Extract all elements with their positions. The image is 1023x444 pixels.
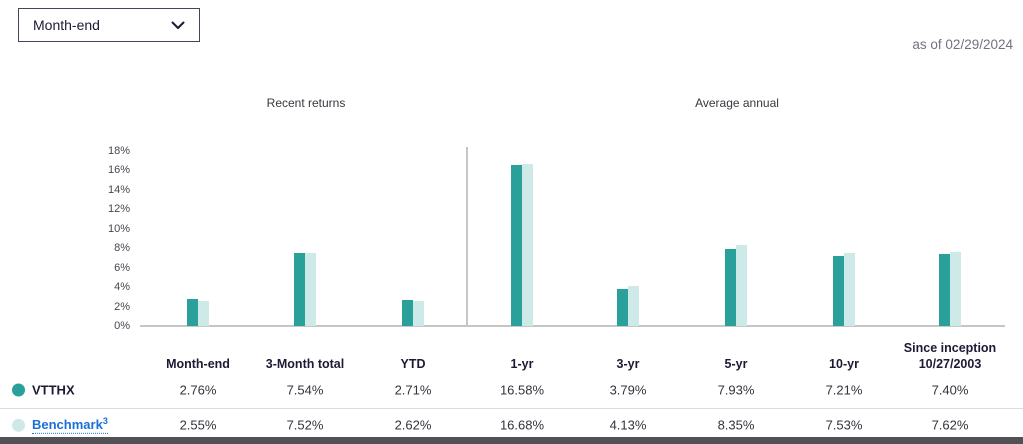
column-header: 10-yr [829, 357, 859, 371]
section-label-recent-returns: Recent returns [266, 96, 346, 110]
column-header: 3-yr [616, 357, 640, 371]
bar-vtthx [402, 299, 413, 326]
vtthx-legend-dot [12, 383, 25, 397]
table-value-cell: 7.52% [286, 417, 324, 433]
table-value-cell: 7.21% [825, 382, 863, 398]
y-axis-tick-label: 18% [107, 145, 130, 158]
column-header: 3-Month total [265, 357, 345, 371]
period-dropdown-value: Month-end [33, 17, 100, 33]
table-value-cell: 2.76% [179, 382, 217, 398]
y-axis-tick-label: 10% [107, 222, 130, 235]
y-axis-tick-label: 2% [114, 300, 130, 313]
table-value-cell: 7.54% [286, 382, 324, 398]
column-header: Since inception 10/27/2003 [903, 341, 997, 371]
x-axis-line [140, 325, 1005, 327]
fund-ticker-label: VTTHX [32, 382, 75, 398]
y-axis-tick-label: 16% [107, 164, 130, 177]
bar-vtthx [939, 254, 950, 326]
benchmark-link[interactable]: Benchmark3 [32, 415, 108, 435]
bar-benchmark [522, 163, 533, 326]
column-header: 5-yr [724, 357, 748, 371]
y-axis-tick-label: 12% [107, 203, 130, 216]
column-header: YTD [400, 357, 426, 371]
bar-vtthx [511, 164, 522, 326]
bar-benchmark [305, 252, 316, 326]
legend-row-benchmark: Benchmark3 [12, 415, 108, 435]
y-axis-tick-label: 6% [114, 261, 130, 274]
table-value-cell: 3.79% [609, 382, 647, 398]
bar-benchmark [198, 301, 209, 326]
bar-benchmark [413, 300, 424, 326]
bar-vtthx [294, 252, 305, 326]
table-value-cell: 8.35% [717, 417, 755, 433]
table-value-cell: 2.55% [179, 417, 217, 433]
bar-benchmark [736, 244, 747, 326]
bottom-divider-bar [0, 437, 1023, 444]
table-value-cell: 16.68% [499, 417, 545, 433]
section-label-average-annual: Average annual [695, 96, 779, 110]
table-value-cell: 2.62% [394, 417, 432, 433]
table-value-cell: 7.62% [931, 417, 969, 433]
as-of-date: as of 02/29/2024 [912, 37, 1013, 52]
y-axis-tick-label: 0% [114, 320, 130, 332]
column-header: Month-end [166, 357, 230, 371]
table-value-cell: 7.53% [825, 417, 863, 433]
bar-vtthx [617, 289, 628, 326]
benchmark-legend-dot [12, 418, 25, 432]
bar-benchmark [950, 251, 961, 326]
table-value-cell: 4.13% [609, 417, 647, 433]
y-axis-tick-label: 8% [114, 242, 130, 255]
y-axis-tick-label: 4% [114, 281, 130, 294]
legend-row-vtthx: VTTHX [12, 383, 75, 398]
table-value-cell: 2.71% [394, 382, 432, 398]
table-value-cell: 7.93% [717, 382, 755, 398]
y-axis-tick-label: 14% [107, 183, 130, 196]
bar-benchmark [628, 285, 639, 326]
bar-vtthx [725, 248, 736, 326]
chevron-down-icon [171, 21, 185, 30]
table-value-cell: 7.40% [931, 382, 969, 398]
bar-vtthx [833, 255, 844, 326]
footnote-superscript: 3 [102, 415, 108, 426]
bar-vtthx [187, 299, 198, 326]
row-divider [0, 408, 1023, 409]
column-header: 1-yr [510, 357, 534, 371]
section-divider-line [466, 147, 468, 326]
bar-benchmark [844, 252, 855, 326]
table-value-cell: 16.58% [499, 382, 545, 398]
period-dropdown[interactable]: Month-end [18, 8, 200, 42]
